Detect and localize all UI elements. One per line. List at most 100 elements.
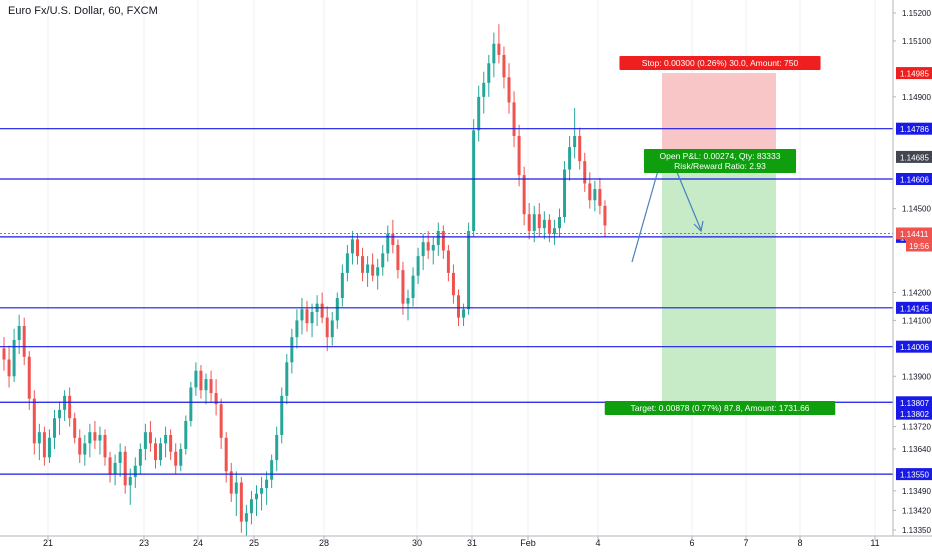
candle-body [603,205,607,226]
candle-body [507,77,511,103]
candle [547,214,551,243]
horizontal-levels[interactable] [0,128,893,475]
candle-body [310,312,314,324]
candle-body [229,471,233,494]
candle [275,426,279,472]
candle-body [73,418,77,438]
candle-body [401,270,405,304]
price-tick-label: 1.15100 [902,37,931,46]
candle [598,177,602,215]
candle [593,180,597,212]
candle [42,426,46,466]
level-price-tag: 1.14006 [896,340,932,353]
candle [7,345,11,388]
arrow-leg-down[interactable] [673,164,702,231]
candle-body [517,135,521,176]
candle-body [204,379,208,391]
candle-body [189,387,193,422]
candle [446,244,450,282]
candle [239,476,243,533]
candle [492,32,496,78]
candle [573,108,577,159]
arrow-head [693,220,704,233]
candle-body [512,102,516,136]
candle [93,421,97,449]
level-price-tag: 1.14145 [896,301,932,314]
candle [335,292,339,329]
level-tag-bg [896,172,932,185]
candle-body [93,432,97,441]
candle [199,365,203,399]
candle [234,471,238,517]
candle-body [305,309,309,324]
candle [224,432,228,483]
level-tag-bg [896,122,932,135]
time-tick-label: Feb [520,538,536,548]
candle-body [285,362,289,396]
candle-body [487,63,491,83]
candle-body [356,239,359,257]
candle [123,446,127,494]
level-price-tag: 1.13807 [896,396,932,409]
candle [17,314,21,354]
open-pnl-label-bg [643,149,797,173]
time-tick-label: 30 [412,538,422,548]
candle-body [295,320,299,338]
candle-body [325,317,329,338]
price-axis[interactable]: 1.15200 1.15100 1.14900 1.14500 1.14200 1.141… [892,0,932,536]
candle-body [431,244,435,251]
candle [2,337,6,371]
candle-body [244,513,248,522]
candle-body [573,135,577,148]
time-tick-label: 25 [249,538,259,548]
candle [467,222,471,315]
level-tag-bg [896,468,932,481]
level-tag-label: 1.14006 [900,343,929,352]
candle-body [472,130,476,231]
candle-body [58,409,62,419]
candle [563,161,567,223]
candle-body [194,370,198,388]
candle-body [169,434,173,452]
candle-body [462,309,466,318]
candle [507,63,511,114]
candle-body [558,217,561,229]
candle-body [7,359,11,377]
price-tag-label: 1.14685 [900,153,929,162]
candle-body [446,250,450,273]
candle-body [320,303,324,318]
candle-body [174,451,178,466]
level-price-tag: 1.13550 [896,468,932,481]
candle-body [300,309,304,321]
candle-body [563,169,567,218]
candle [345,244,349,282]
candle [118,443,122,477]
time-tick-label: 23 [139,538,149,548]
candle [133,457,137,489]
level-tag-bg [896,301,932,314]
candle [244,504,248,536]
candle-body [154,443,157,461]
target-label-text: Target: 0.00878 (0.77%) 87.8, Amount: 17… [630,403,809,413]
candle-body [467,230,471,310]
take-profit-zone [662,156,776,403]
candle-body [255,493,258,500]
candle-body [159,443,163,461]
candle-body [164,434,168,444]
time-tick-label: 11 [870,538,879,548]
candle [421,233,425,271]
arrow-leg-up[interactable] [631,159,662,263]
time-axis[interactable]: 21 23 24 25 28 30 31 Feb 4 6 7 8 11 [0,535,932,548]
candle [542,211,546,240]
candle [63,390,67,422]
candle [396,239,400,279]
candle [98,426,102,455]
candle-body [27,356,31,399]
time-tick-label: 31 [467,538,477,548]
price-tag-stop: 1.14985 [896,67,932,80]
projection-arrow[interactable] [631,159,704,263]
price-tick-label: 1.14500 [902,205,931,214]
candle [411,267,415,307]
